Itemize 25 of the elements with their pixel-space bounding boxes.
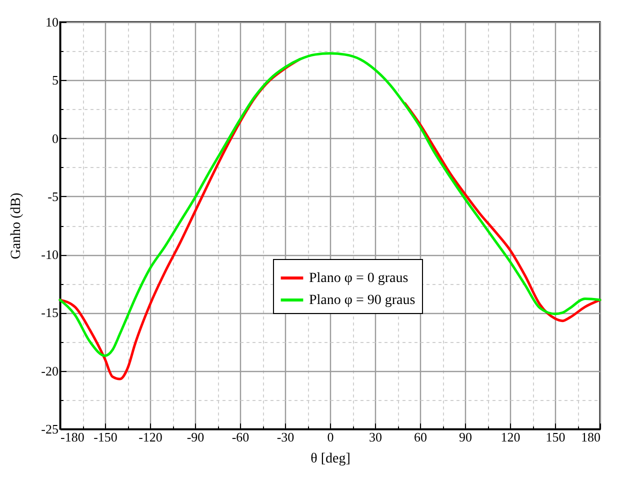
y-tick-label: -15 (41, 305, 58, 320)
y-tick-label: -5 (48, 188, 58, 204)
x-tick-label: 180 (581, 430, 600, 444)
y-tick-label: -25 (41, 422, 58, 436)
x-tick-label: -180 (60, 430, 84, 444)
x-tick-label: -90 (186, 430, 204, 444)
x-tick-label: -150 (94, 430, 118, 444)
y-tick-label: 5 (52, 72, 58, 88)
x-tick-label: 30 (369, 430, 382, 444)
x-tick-label: -30 (276, 430, 294, 444)
x-tick-label: 90 (459, 430, 472, 444)
y-tick-label: -20 (41, 363, 58, 378)
x-tick-label: -60 (232, 430, 250, 444)
y-tick-label: 0 (52, 130, 58, 146)
x-axis-title: θ [deg] (310, 452, 350, 466)
y-tick-label: -10 (41, 247, 58, 262)
x-tick-label: 150 (546, 430, 566, 444)
legend-label: Plano φ = 90 graus (309, 293, 416, 308)
y-axis-title: Ganho (dB) (9, 192, 24, 260)
x-tick-label: -120 (138, 430, 162, 444)
legend-label: Plano φ = 0 graus (309, 271, 408, 286)
x-tick-label: 120 (500, 430, 520, 444)
y-tick-label: 10 (46, 14, 58, 30)
x-tick-label: 60 (414, 430, 427, 444)
x-tick-label: 0 (327, 430, 334, 444)
